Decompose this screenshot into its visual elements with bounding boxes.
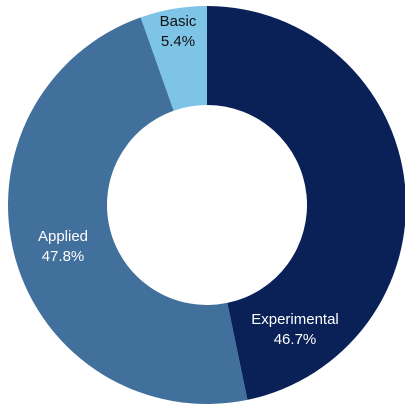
slice-value-label: 47.8%	[42, 248, 85, 265]
donut-slice	[140, 6, 207, 111]
slice-value-label: 46.7%	[274, 331, 317, 348]
slice-label: Applied	[38, 228, 88, 245]
donut-slice	[8, 17, 248, 404]
slice-value-label: 5.4%	[161, 33, 195, 50]
slice-label: Experimental	[251, 311, 339, 328]
donut-slice	[207, 6, 405, 400]
slice-label: Basic	[160, 13, 197, 30]
